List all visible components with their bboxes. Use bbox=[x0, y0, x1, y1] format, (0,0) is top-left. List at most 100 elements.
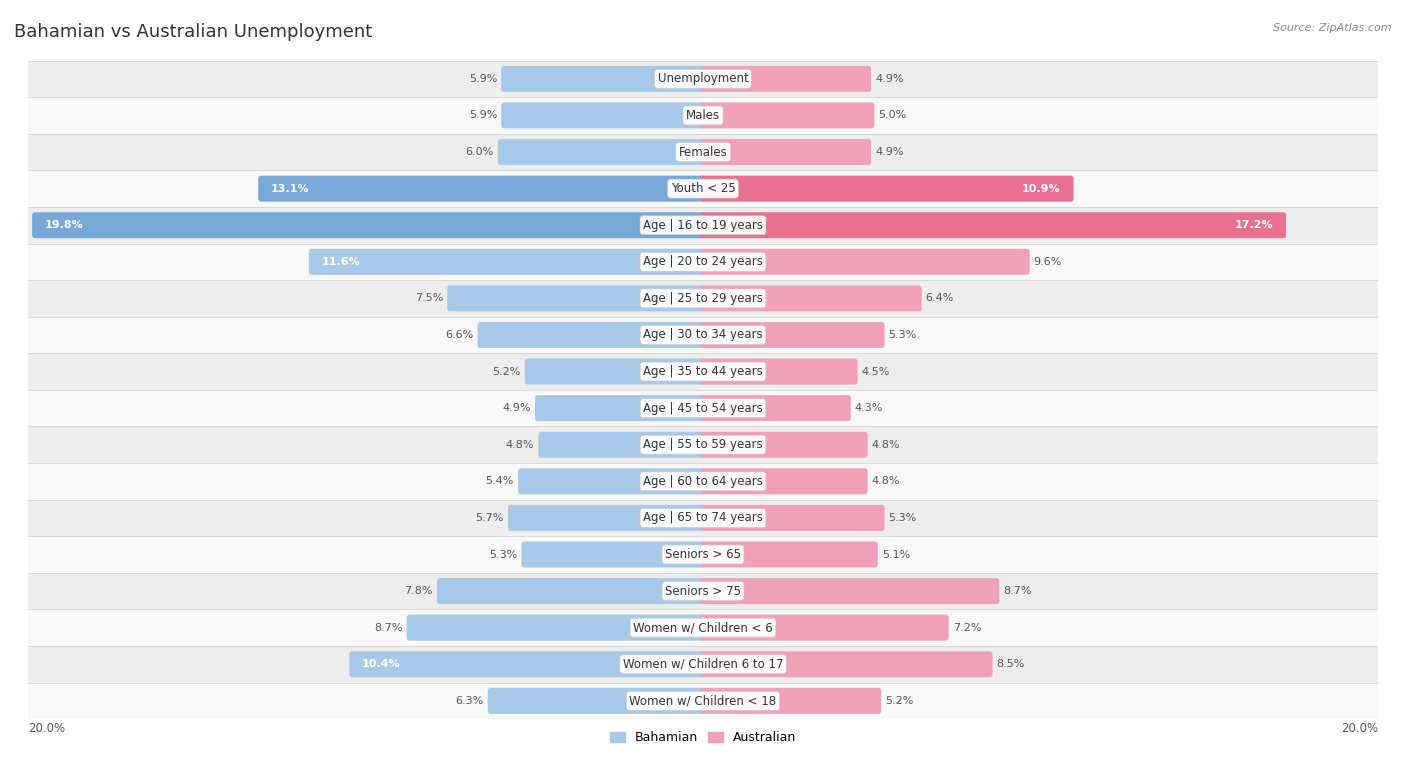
FancyBboxPatch shape bbox=[700, 66, 872, 92]
FancyBboxPatch shape bbox=[259, 176, 706, 201]
FancyBboxPatch shape bbox=[349, 651, 706, 678]
Text: 10.9%: 10.9% bbox=[1022, 184, 1060, 194]
FancyBboxPatch shape bbox=[28, 316, 1378, 354]
FancyBboxPatch shape bbox=[28, 244, 1378, 280]
Text: 20.0%: 20.0% bbox=[1341, 721, 1378, 735]
Text: Women w/ Children < 6: Women w/ Children < 6 bbox=[633, 621, 773, 634]
FancyBboxPatch shape bbox=[498, 139, 706, 165]
FancyBboxPatch shape bbox=[700, 249, 1029, 275]
FancyBboxPatch shape bbox=[700, 395, 851, 421]
FancyBboxPatch shape bbox=[517, 469, 706, 494]
Text: 5.3%: 5.3% bbox=[489, 550, 517, 559]
FancyBboxPatch shape bbox=[700, 505, 884, 531]
Legend: Bahamian, Australian: Bahamian, Australian bbox=[605, 726, 801, 749]
Text: 7.2%: 7.2% bbox=[953, 623, 981, 633]
FancyBboxPatch shape bbox=[28, 683, 1378, 719]
Text: 6.0%: 6.0% bbox=[465, 147, 494, 157]
FancyBboxPatch shape bbox=[28, 500, 1378, 536]
Text: 20.0%: 20.0% bbox=[28, 721, 65, 735]
Text: 19.8%: 19.8% bbox=[45, 220, 84, 230]
Text: Age | 60 to 64 years: Age | 60 to 64 years bbox=[643, 475, 763, 488]
FancyBboxPatch shape bbox=[700, 102, 875, 129]
Text: 4.8%: 4.8% bbox=[506, 440, 534, 450]
FancyBboxPatch shape bbox=[28, 97, 1378, 134]
FancyBboxPatch shape bbox=[478, 322, 706, 348]
FancyBboxPatch shape bbox=[501, 66, 706, 92]
FancyBboxPatch shape bbox=[28, 573, 1378, 609]
Text: 4.8%: 4.8% bbox=[872, 476, 900, 486]
FancyBboxPatch shape bbox=[700, 359, 858, 385]
FancyBboxPatch shape bbox=[700, 469, 868, 494]
Text: Females: Females bbox=[679, 145, 727, 158]
FancyBboxPatch shape bbox=[28, 170, 1378, 207]
Text: 5.3%: 5.3% bbox=[889, 513, 917, 523]
FancyBboxPatch shape bbox=[28, 61, 1378, 97]
Text: Age | 16 to 19 years: Age | 16 to 19 years bbox=[643, 219, 763, 232]
Text: 8.5%: 8.5% bbox=[997, 659, 1025, 669]
Text: 4.9%: 4.9% bbox=[875, 74, 904, 84]
FancyBboxPatch shape bbox=[700, 322, 884, 348]
FancyBboxPatch shape bbox=[534, 395, 706, 421]
Text: 7.5%: 7.5% bbox=[415, 294, 443, 304]
FancyBboxPatch shape bbox=[700, 651, 993, 678]
Text: 5.0%: 5.0% bbox=[879, 111, 907, 120]
Text: Bahamian vs Australian Unemployment: Bahamian vs Australian Unemployment bbox=[14, 23, 373, 41]
Text: Source: ZipAtlas.com: Source: ZipAtlas.com bbox=[1274, 23, 1392, 33]
Text: 13.1%: 13.1% bbox=[271, 184, 309, 194]
FancyBboxPatch shape bbox=[700, 615, 949, 640]
FancyBboxPatch shape bbox=[32, 212, 706, 238]
Text: 5.9%: 5.9% bbox=[468, 111, 498, 120]
FancyBboxPatch shape bbox=[28, 463, 1378, 500]
FancyBboxPatch shape bbox=[28, 426, 1378, 463]
FancyBboxPatch shape bbox=[309, 249, 706, 275]
Text: 4.8%: 4.8% bbox=[872, 440, 900, 450]
Text: Age | 30 to 34 years: Age | 30 to 34 years bbox=[643, 329, 763, 341]
Text: 5.3%: 5.3% bbox=[889, 330, 917, 340]
Text: Age | 20 to 24 years: Age | 20 to 24 years bbox=[643, 255, 763, 268]
Text: 9.6%: 9.6% bbox=[1033, 257, 1062, 266]
Text: 5.2%: 5.2% bbox=[492, 366, 520, 376]
Text: Age | 65 to 74 years: Age | 65 to 74 years bbox=[643, 512, 763, 525]
Text: Youth < 25: Youth < 25 bbox=[671, 182, 735, 195]
FancyBboxPatch shape bbox=[28, 646, 1378, 683]
FancyBboxPatch shape bbox=[28, 354, 1378, 390]
Text: 4.5%: 4.5% bbox=[862, 366, 890, 376]
Text: 6.3%: 6.3% bbox=[456, 696, 484, 706]
Text: 5.2%: 5.2% bbox=[886, 696, 914, 706]
Text: Age | 45 to 54 years: Age | 45 to 54 years bbox=[643, 402, 763, 415]
Text: Women w/ Children < 18: Women w/ Children < 18 bbox=[630, 694, 776, 707]
Text: Age | 55 to 59 years: Age | 55 to 59 years bbox=[643, 438, 763, 451]
FancyBboxPatch shape bbox=[437, 578, 706, 604]
FancyBboxPatch shape bbox=[524, 359, 706, 385]
Text: 4.9%: 4.9% bbox=[502, 403, 531, 413]
FancyBboxPatch shape bbox=[538, 431, 706, 458]
Text: Unemployment: Unemployment bbox=[658, 73, 748, 86]
Text: 17.2%: 17.2% bbox=[1234, 220, 1274, 230]
Text: Seniors > 65: Seniors > 65 bbox=[665, 548, 741, 561]
FancyBboxPatch shape bbox=[447, 285, 706, 311]
Text: 4.3%: 4.3% bbox=[855, 403, 883, 413]
Text: 10.4%: 10.4% bbox=[363, 659, 401, 669]
Text: Males: Males bbox=[686, 109, 720, 122]
FancyBboxPatch shape bbox=[700, 176, 1074, 201]
Text: 4.9%: 4.9% bbox=[875, 147, 904, 157]
FancyBboxPatch shape bbox=[700, 688, 882, 714]
Text: 8.7%: 8.7% bbox=[374, 623, 402, 633]
Text: 8.7%: 8.7% bbox=[1004, 586, 1032, 596]
FancyBboxPatch shape bbox=[700, 212, 1286, 238]
Text: Age | 35 to 44 years: Age | 35 to 44 years bbox=[643, 365, 763, 378]
FancyBboxPatch shape bbox=[700, 139, 872, 165]
FancyBboxPatch shape bbox=[28, 609, 1378, 646]
FancyBboxPatch shape bbox=[522, 541, 706, 568]
Text: 5.1%: 5.1% bbox=[882, 550, 910, 559]
FancyBboxPatch shape bbox=[28, 207, 1378, 244]
FancyBboxPatch shape bbox=[406, 615, 706, 640]
FancyBboxPatch shape bbox=[28, 134, 1378, 170]
Text: 5.4%: 5.4% bbox=[485, 476, 515, 486]
FancyBboxPatch shape bbox=[28, 390, 1378, 426]
Text: 11.6%: 11.6% bbox=[322, 257, 360, 266]
Text: 6.6%: 6.6% bbox=[446, 330, 474, 340]
Text: 5.9%: 5.9% bbox=[468, 74, 498, 84]
FancyBboxPatch shape bbox=[28, 280, 1378, 316]
Text: 6.4%: 6.4% bbox=[925, 294, 955, 304]
